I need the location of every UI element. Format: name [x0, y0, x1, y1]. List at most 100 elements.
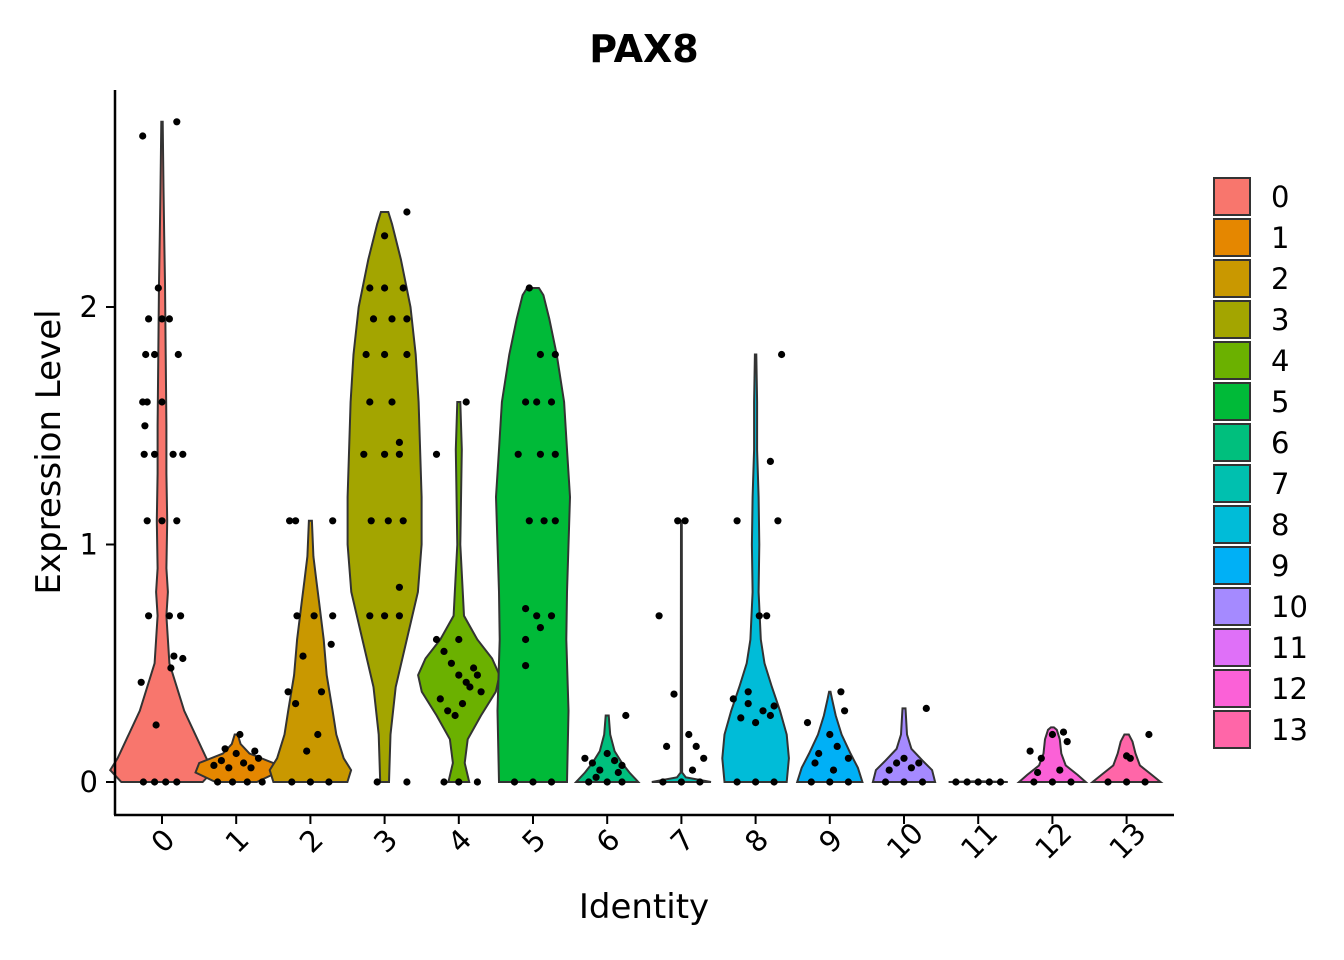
data-point — [985, 778, 993, 786]
data-point — [143, 398, 151, 406]
data-point — [362, 350, 370, 359]
legend-label: 3 — [1271, 303, 1289, 337]
data-point — [547, 612, 556, 620]
data-point — [1126, 754, 1134, 762]
data-point — [293, 612, 301, 620]
data-point — [432, 450, 441, 458]
data-point — [145, 315, 153, 323]
data-point — [1145, 730, 1153, 739]
data-point — [388, 315, 396, 323]
legend-label: 11 — [1271, 631, 1308, 665]
data-point — [918, 778, 927, 786]
legend-swatch-10 — [1213, 587, 1251, 626]
data-point — [611, 757, 619, 765]
data-point — [173, 778, 181, 786]
data-point — [151, 778, 159, 786]
data-point — [677, 778, 686, 786]
data-point — [688, 766, 697, 774]
data-point — [737, 714, 745, 722]
legend-label: 9 — [1271, 549, 1289, 583]
violin-layer — [108, 120, 1164, 783]
data-point — [451, 711, 459, 720]
data-point — [232, 749, 240, 758]
data-point — [145, 612, 153, 620]
data-point — [1056, 766, 1064, 774]
data-point — [815, 749, 823, 758]
data-point — [700, 754, 708, 762]
violin-4 — [417, 401, 501, 783]
data-point — [1048, 730, 1056, 739]
legend-label: 10 — [1271, 590, 1308, 624]
data-point — [551, 350, 559, 359]
data-point — [455, 671, 463, 679]
data-point — [922, 704, 930, 713]
data-point — [881, 778, 890, 786]
data-point — [152, 721, 160, 729]
data-point — [151, 450, 159, 458]
x-tick-label: 7 — [664, 822, 701, 859]
x-tick-label: 12 — [1028, 816, 1078, 866]
data-point — [885, 766, 893, 774]
legend-label: 6 — [1271, 426, 1289, 460]
legend-label: 5 — [1271, 385, 1289, 419]
data-point — [395, 612, 403, 620]
data-point — [596, 766, 604, 774]
data-point — [551, 517, 559, 525]
data-point — [659, 778, 667, 786]
data-point — [674, 517, 682, 525]
data-point — [900, 754, 908, 762]
data-point — [139, 132, 147, 140]
data-point — [399, 284, 407, 292]
data-point — [173, 118, 181, 126]
violin-2 — [268, 519, 353, 783]
violin-7 — [651, 519, 712, 783]
data-point — [286, 517, 294, 525]
data-point — [744, 700, 752, 708]
data-point — [169, 450, 177, 458]
x-tick-label: 3 — [367, 822, 404, 859]
legend-swatch-7 — [1213, 464, 1251, 503]
y-axis-ticks: 0 1 2 — [80, 290, 115, 799]
violin-5 — [494, 287, 572, 783]
data-point — [733, 517, 741, 525]
data-point — [436, 695, 444, 703]
data-point — [618, 778, 626, 786]
x-axis-title: Identity — [579, 887, 709, 927]
data-point — [310, 612, 318, 620]
data-point — [759, 707, 767, 715]
data-point — [170, 652, 178, 660]
data-point — [514, 450, 522, 458]
data-point — [225, 764, 233, 772]
data-point — [547, 398, 556, 406]
data-point — [158, 517, 166, 525]
data-point — [547, 778, 556, 786]
data-point — [381, 232, 389, 240]
data-point — [440, 647, 448, 656]
data-point — [663, 742, 671, 751]
data-point — [900, 778, 908, 786]
legend-label: 0 — [1271, 180, 1289, 214]
data-point — [140, 450, 148, 458]
legend-label: 12 — [1271, 672, 1308, 706]
data-point — [158, 315, 166, 323]
data-point — [399, 517, 407, 525]
data-point — [444, 707, 452, 715]
data-point — [1123, 778, 1131, 786]
data-point — [803, 719, 812, 727]
x-tick-label: 11 — [954, 816, 1004, 866]
data-point — [533, 398, 541, 406]
y-tick-label: 1 — [80, 528, 98, 562]
data-point — [251, 747, 259, 755]
data-point — [174, 350, 182, 359]
data-point — [403, 778, 411, 786]
data-point — [214, 778, 222, 786]
data-point — [1048, 778, 1056, 786]
data-point — [592, 773, 600, 781]
data-point — [403, 208, 411, 216]
data-point — [154, 284, 162, 292]
data-point — [915, 759, 923, 767]
data-point — [329, 612, 337, 620]
x-tick-label: 13 — [1102, 816, 1152, 866]
x-tick-label: 2 — [293, 822, 330, 859]
